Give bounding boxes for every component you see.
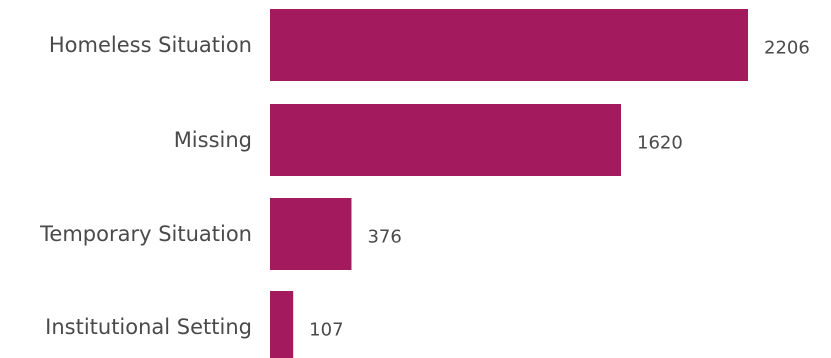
value-label: 107	[309, 320, 343, 341]
category-labels-group: Homeless Situation Missing Temporary Situa…	[39, 33, 252, 339]
bar-missing	[270, 104, 622, 176]
category-label: Missing	[174, 128, 252, 152]
bar-temporary-situation	[270, 198, 352, 270]
value-label: 1620	[637, 133, 683, 154]
bars-group	[270, 9, 748, 358]
value-labels-group: 2206 1620 376 107	[309, 38, 810, 341]
value-label: 2206	[764, 38, 810, 59]
category-label: Temporary Situation	[39, 222, 252, 246]
value-label: 376	[367, 227, 401, 248]
bar-institutional-setting	[270, 291, 294, 358]
bar-homeless-situation	[270, 9, 748, 81]
category-label: Institutional Setting	[45, 315, 252, 339]
category-label: Homeless Situation	[49, 33, 252, 57]
